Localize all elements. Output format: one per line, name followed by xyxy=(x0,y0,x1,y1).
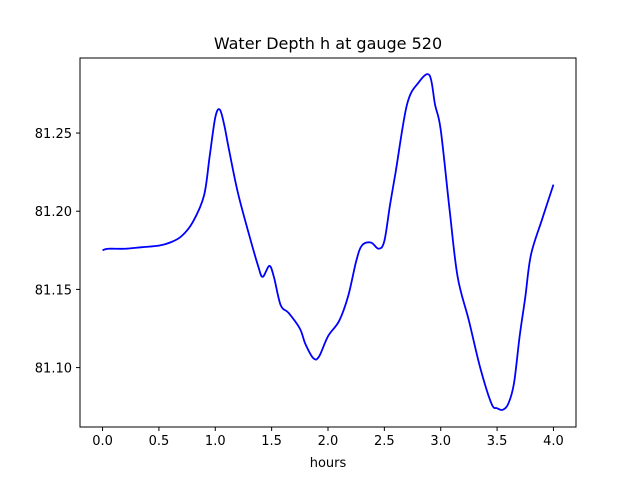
y-tick-label: 81.25 xyxy=(35,127,72,142)
plot-frame xyxy=(79,57,577,428)
x-axis-label: hours xyxy=(310,456,347,471)
series-line xyxy=(102,73,555,411)
y-axis-ticks: 81.10 81.15 81.20 81.25 xyxy=(35,127,80,377)
x-tick-label: 4.0 xyxy=(543,434,564,449)
x-tick-label: 3.5 xyxy=(487,434,508,449)
x-tick-label: 3.0 xyxy=(430,434,451,449)
y-tick-label: 81.10 xyxy=(35,362,72,377)
x-tick-label: 1.5 xyxy=(261,434,282,449)
x-tick-label: 0.0 xyxy=(92,434,113,449)
y-tick-label: 81.20 xyxy=(35,205,72,220)
chart-title: Water Depth h at gauge 520 xyxy=(214,34,442,53)
x-tick-label: 0.5 xyxy=(149,434,170,449)
x-tick-label: 2.5 xyxy=(374,434,395,449)
x-tick-label: 1.0 xyxy=(205,434,226,449)
y-tick-label: 81.15 xyxy=(35,283,72,298)
x-tick-label: 2.0 xyxy=(318,434,339,449)
series-layer xyxy=(102,73,555,411)
x-axis-ticks: 0.0 0.5 1.0 1.5 2.0 2.5 3.0 3.5 4.0 xyxy=(92,427,564,449)
